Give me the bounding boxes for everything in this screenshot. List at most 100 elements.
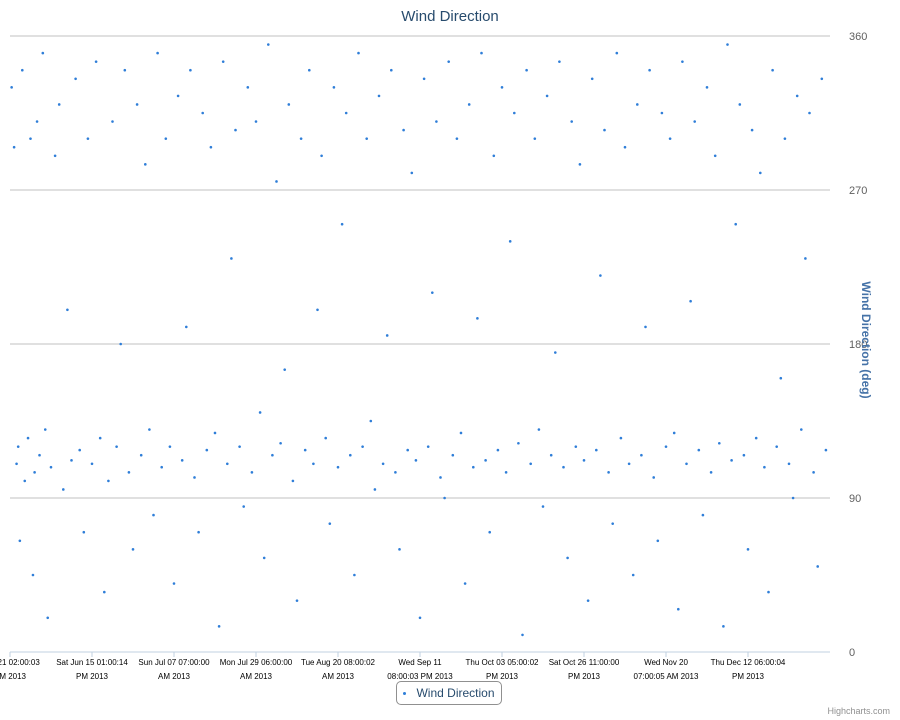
data-point[interactable] [275,180,278,183]
data-point[interactable] [361,445,364,448]
data-point[interactable] [631,573,635,577]
data-point[interactable] [328,522,332,525]
data-point[interactable] [221,60,225,63]
data-point[interactable] [677,607,680,611]
data-point[interactable] [31,573,35,577]
data-point[interactable] [738,103,742,106]
data-point[interactable] [414,459,418,462]
data-point[interactable] [226,462,229,466]
data-point[interactable] [426,445,430,448]
data-point[interactable] [652,476,655,479]
data-point[interactable] [615,51,619,55]
data-point[interactable] [808,111,811,115]
data-point[interactable] [787,462,791,466]
data-point[interactable] [193,476,196,479]
data-point[interactable] [447,60,451,63]
data-point[interactable] [537,428,541,431]
data-point[interactable] [791,496,795,500]
data-point[interactable] [111,120,114,123]
data-point[interactable] [549,453,553,457]
data-point[interactable] [279,441,282,445]
data-point[interactable] [377,94,381,98]
data-point[interactable] [398,548,401,551]
data-point[interactable] [205,448,209,452]
data-point[interactable] [685,462,688,466]
data-point[interactable] [779,376,783,380]
legend-item-wind-direction[interactable]: Wind Direction [396,681,502,705]
data-point[interactable] [115,445,118,448]
data-point[interactable] [213,431,217,435]
data-point[interactable] [197,530,200,534]
data-point[interactable] [406,448,410,452]
data-point[interactable] [595,448,598,452]
data-point[interactable] [480,51,483,55]
data-point[interactable] [46,616,50,620]
data-point[interactable] [86,137,90,140]
data-point[interactable] [771,68,774,72]
data-point[interactable] [336,465,340,469]
data-point[interactable] [29,137,32,140]
data-point[interactable] [254,120,258,123]
data-point[interactable] [238,445,241,448]
data-point[interactable] [517,441,520,445]
data-point[interactable] [316,308,319,312]
data-point[interactable] [476,317,479,320]
data-point[interactable] [693,120,696,123]
data-point[interactable] [582,459,586,462]
data-point[interactable] [763,465,766,469]
data-point[interactable] [726,43,729,46]
data-point[interactable] [156,51,159,55]
data-point[interactable] [701,513,705,517]
data-point[interactable] [800,428,803,431]
data-point[interactable] [541,505,545,508]
data-point[interactable] [459,431,463,435]
data-point[interactable] [78,448,81,452]
data-point[interactable] [324,436,328,440]
data-point[interactable] [443,496,446,500]
data-point[interactable] [180,459,184,462]
data-point[interactable] [513,111,516,115]
data-point[interactable] [26,436,30,440]
data-point[interactable] [250,471,254,474]
data-point[interactable] [74,77,77,81]
data-point[interactable] [656,539,660,543]
data-point[interactable] [15,462,18,466]
data-point[interactable] [496,448,500,452]
data-point[interactable] [529,462,532,466]
data-point[interactable] [759,171,762,175]
data-point[interactable] [730,459,733,462]
data-point[interactable] [660,111,664,115]
data-point[interactable] [533,137,537,140]
data-point[interactable] [291,479,295,483]
data-point[interactable] [578,163,582,166]
data-point[interactable] [164,137,168,140]
data-point[interactable] [103,590,106,594]
data-point[interactable] [38,453,41,457]
data-point[interactable] [636,103,639,106]
data-point[interactable] [94,60,98,63]
data-point[interactable] [742,453,746,457]
data-point[interactable] [820,77,824,81]
data-point[interactable] [697,448,701,452]
data-point[interactable] [402,128,405,132]
data-point[interactable] [242,505,245,508]
data-point[interactable] [672,431,676,435]
data-point[interactable] [123,68,127,72]
data-point[interactable] [246,86,250,89]
data-point[interactable] [119,342,122,346]
data-point[interactable] [484,459,487,462]
data-point[interactable] [455,137,459,140]
data-point[interactable] [664,445,668,448]
data-point[interactable] [295,599,299,602]
data-point[interactable] [262,556,266,560]
data-point[interactable] [176,94,180,98]
data-point[interactable] [217,625,221,628]
data-point[interactable] [23,479,27,483]
data-point[interactable] [648,68,651,72]
data-point[interactable] [287,103,291,106]
data-point[interactable] [627,462,631,466]
data-point[interactable] [783,137,787,140]
data-point[interactable] [312,462,315,466]
data-point[interactable] [521,633,524,637]
data-point[interactable] [131,548,135,551]
